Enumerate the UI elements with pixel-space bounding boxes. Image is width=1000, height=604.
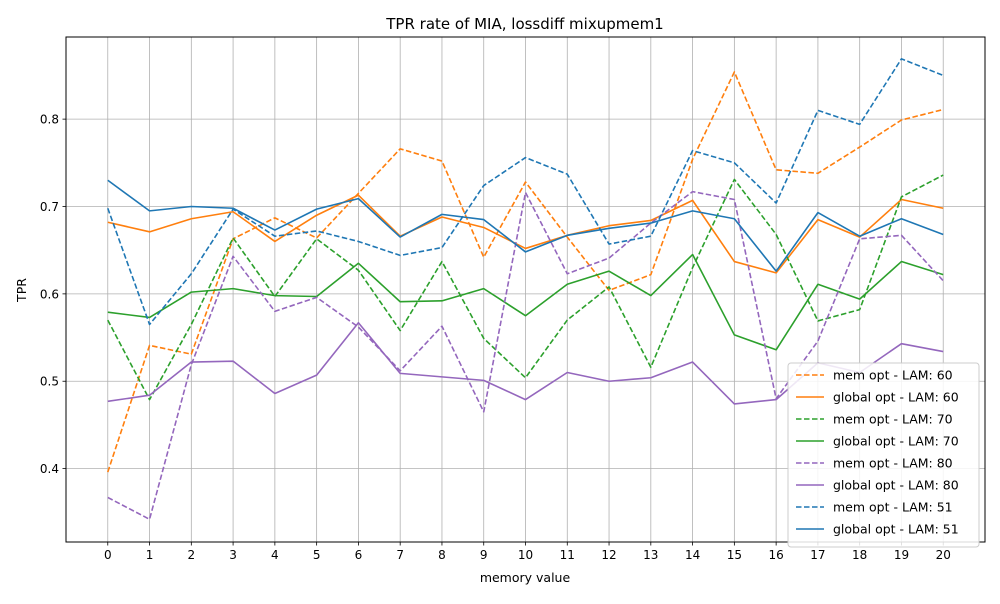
x-tick-label: 11 — [560, 548, 575, 562]
x-tick-label: 16 — [768, 548, 783, 562]
legend-box — [787, 362, 980, 548]
x-tick-label: 15 — [727, 548, 742, 562]
y-tick-label: 0.6 — [40, 287, 59, 301]
x-tick-label: 10 — [518, 548, 533, 562]
series-line — [107, 194, 944, 274]
x-tick-label: 18 — [852, 548, 867, 562]
series-line — [107, 174, 944, 401]
y-tick-label: 0.5 — [40, 375, 59, 389]
x-tick-label: 20 — [936, 548, 951, 562]
x-tick-label: 1 — [146, 548, 154, 562]
legend-label: global opt - LAM: 51 — [833, 522, 959, 537]
legend: mem opt - LAM: 60 global opt - LAM: 60 mem… — [787, 362, 980, 548]
x-tick-label: 3 — [229, 548, 237, 562]
chart-title: TPR rate of MIA, lossdiff mixupmem1 — [385, 15, 663, 33]
x-tick-label: 4 — [271, 548, 279, 562]
x-tick-label: 17 — [810, 548, 825, 562]
legend-label: mem opt - LAM: 70 — [833, 412, 953, 427]
x-tick-label: 2 — [187, 548, 195, 562]
legend-label: global opt - LAM: 70 — [833, 434, 959, 449]
x-tick-label: 9 — [480, 548, 488, 562]
x-tick-label: 5 — [313, 548, 321, 562]
series-line — [107, 71, 944, 473]
x-axis-ticks: 0 1 2 3 4 5 6 7 8 9 10 11 12 13 14 15 16 17 18 19 20 — [104, 542, 951, 562]
x-tick-label: 13 — [643, 548, 658, 562]
x-tick-label: 19 — [894, 548, 909, 562]
legend-label: global opt - LAM: 80 — [833, 478, 959, 493]
legend-label: global opt - LAM: 60 — [833, 390, 959, 405]
y-axis-label: TPR — [14, 278, 29, 303]
y-tick-label: 0.8 — [40, 113, 59, 127]
x-tick-label: 14 — [685, 548, 700, 562]
series-lines — [107, 58, 944, 521]
x-axis-label: memory value — [480, 570, 571, 585]
x-tick-label: 6 — [355, 548, 363, 562]
x-tick-label: 8 — [438, 548, 446, 562]
y-tick-label: 0.7 — [40, 200, 59, 214]
legend-label: mem opt - LAM: 51 — [833, 500, 953, 515]
legend-label: mem opt - LAM: 60 — [833, 368, 953, 383]
series-line — [107, 253, 944, 351]
series-line — [107, 190, 944, 521]
series-line — [107, 58, 944, 326]
x-tick-label: 7 — [396, 548, 404, 562]
legend-label: mem opt - LAM: 80 — [833, 456, 953, 471]
x-tick-label: 12 — [601, 548, 616, 562]
series-line — [107, 179, 944, 272]
y-tick-label: 0.4 — [40, 462, 59, 476]
y-axis-ticks: 0.4 0.5 0.6 0.7 0.8 — [40, 113, 66, 476]
x-tick-label: 0 — [104, 548, 112, 562]
